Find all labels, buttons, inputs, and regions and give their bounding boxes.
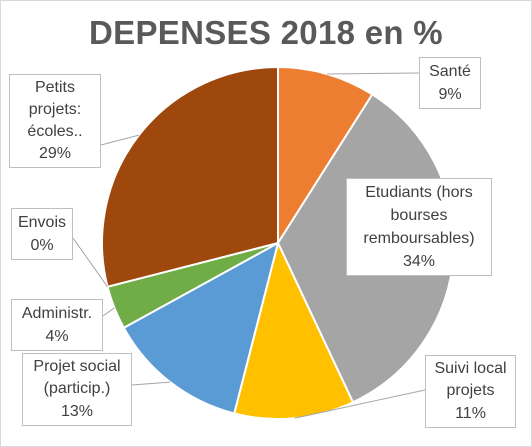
data-label-envois: Envois 0% [11,208,73,260]
leader-line [327,72,420,75]
data-label-sante: Santé 9% [419,57,481,109]
pie-slice [101,65,279,288]
data-label-etudiants: Etudiants (hors bourses remboursables) 3… [346,178,492,276]
data-label-petits-projets: Petits projets: écoles.. 29% [9,74,101,168]
data-label-projet-social: Projet social (particip.) 13% [22,353,132,426]
leader-line [131,381,171,386]
pie-slice [122,241,280,415]
data-label-administr: Administr. 4% [11,299,103,351]
leader-line [102,307,115,317]
data-label-suivi-local: Suivi local projets 11% [425,355,516,428]
chart-title: DEPENSES 2018 en % [89,14,443,51]
pie-slice [233,240,355,420]
leader-line [100,134,140,146]
leader-line [294,389,426,419]
leader-line [72,237,108,288]
